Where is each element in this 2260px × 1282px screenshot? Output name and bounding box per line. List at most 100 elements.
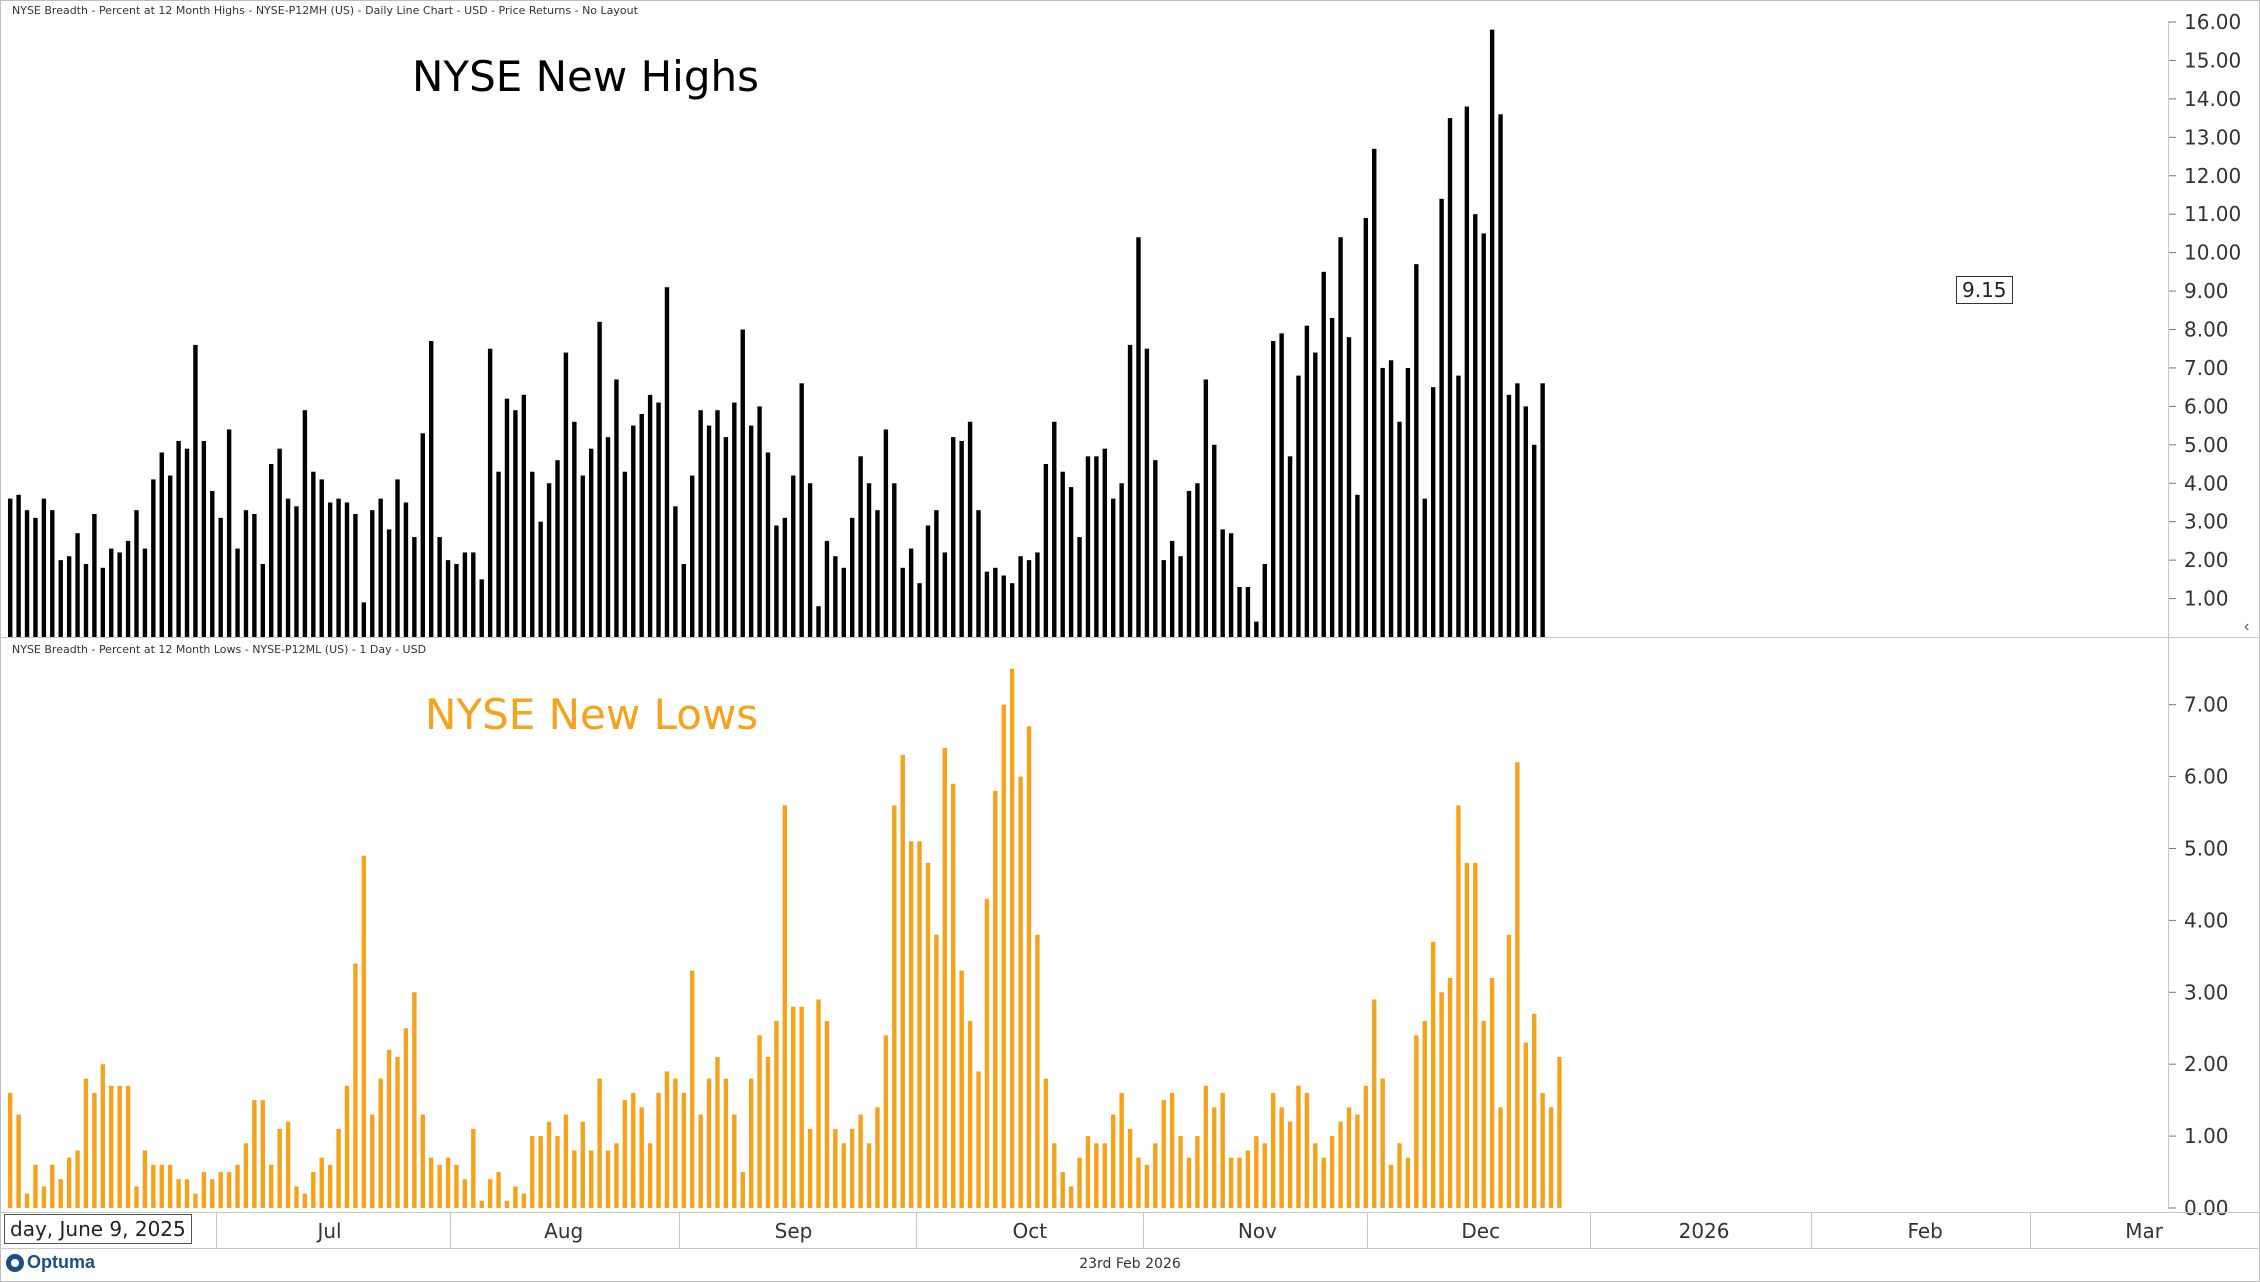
- lows-y-tick-label: 0.00: [2184, 1196, 2229, 1220]
- lows-bar: [807, 1128, 813, 1208]
- lows-bar: [319, 1157, 324, 1208]
- highs-bar: [942, 552, 948, 637]
- lows-bar: [614, 1143, 619, 1208]
- lows-bar: [1111, 1114, 1116, 1208]
- lows-bar: [210, 1179, 215, 1208]
- lows-bar: [1405, 1157, 1411, 1208]
- lows-bar: [1195, 1136, 1200, 1208]
- highs-bar: [858, 456, 863, 637]
- highs-y-tick-label: 1.00: [2184, 587, 2229, 611]
- start-date-box[interactable]: day, June 9, 2025: [4, 1214, 192, 1244]
- lows-bar: [235, 1164, 240, 1208]
- date-separator: [1590, 1212, 1592, 1248]
- highs-panel-header: NYSE Breadth - Percent at 12 Month Highs…: [12, 4, 638, 17]
- highs-bar: [732, 402, 737, 637]
- lows-bar: [1506, 934, 1512, 1208]
- lows-bar: [900, 755, 905, 1208]
- lows-bar: [16, 1114, 21, 1208]
- lows-bar: [277, 1128, 282, 1208]
- lows-bar: [429, 1157, 434, 1208]
- lows-bar: [799, 1006, 804, 1208]
- date-separator: [215, 1212, 217, 1248]
- highs-bar: [1161, 560, 1166, 638]
- highs-bar: [1035, 552, 1040, 637]
- lows-bar: [967, 1021, 973, 1208]
- lows-bar: [530, 1136, 535, 1208]
- lows-bar: [782, 805, 788, 1208]
- highs-bar: [1186, 490, 1192, 637]
- lows-bar: [1464, 862, 1470, 1208]
- lows-bar: [1447, 977, 1453, 1208]
- highs-bar: [588, 448, 594, 637]
- lows-bar: [1001, 704, 1006, 1208]
- lows-bar: [816, 999, 821, 1208]
- highs-bar: [142, 548, 148, 637]
- highs-bar: [1447, 118, 1453, 638]
- lows-bar: [673, 1078, 678, 1208]
- highs-bar: [656, 402, 661, 637]
- lows-bar: [1043, 1078, 1049, 1208]
- highs-bar: [723, 437, 729, 638]
- highs-bar: [252, 514, 257, 637]
- lows-bar: [875, 1107, 880, 1208]
- lows-bar: [1338, 1121, 1343, 1208]
- lows-y-tick-label: 4.00: [2184, 908, 2229, 932]
- highs-bar: [1363, 218, 1369, 637]
- lows-bar: [159, 1164, 164, 1208]
- y-axes[interactable]: 1.00 2.00 3.00 4.00 5.00 6.00 7.00 8.00 9.00 10.0…: [2168, 10, 2241, 1220]
- lows-chart-title: NYSE New Lows: [425, 690, 759, 739]
- highs-bar: [16, 494, 21, 637]
- highs-bar: [1228, 533, 1234, 637]
- highs-bar: [782, 517, 788, 637]
- highs-bar: [1372, 148, 1377, 637]
- lows-bar: [1026, 726, 1032, 1208]
- lows-bar: [1052, 1143, 1057, 1208]
- date-label: Sep: [774, 1219, 813, 1243]
- highs-bar: [1329, 317, 1335, 637]
- highs-bar: [1304, 325, 1310, 637]
- highs-bar: [1489, 29, 1495, 637]
- highs-bar: [883, 429, 889, 637]
- lows-bar: [824, 1021, 830, 1208]
- highs-bar: [580, 475, 585, 637]
- lows-bar: [732, 1114, 737, 1208]
- chevron-left-icon[interactable]: ‹: [2244, 618, 2250, 635]
- lows-bar: [1515, 762, 1520, 1208]
- highs-bar: [690, 475, 695, 637]
- lows-bar: [1498, 1107, 1503, 1208]
- highs-bar: [892, 483, 897, 637]
- lows-bar: [1212, 1107, 1217, 1208]
- lows-bar: [774, 1021, 779, 1208]
- highs-bar: [1506, 394, 1512, 637]
- highs-bar: [807, 483, 813, 637]
- highs-bar: [462, 552, 468, 637]
- highs-bar: [1540, 383, 1545, 637]
- highs-bars: [8, 29, 1545, 638]
- highs-bar: [1068, 487, 1074, 637]
- lows-bar: [723, 1078, 729, 1208]
- lows-bar: [791, 1006, 796, 1208]
- highs-bar: [1085, 456, 1091, 637]
- lows-bar: [690, 970, 695, 1208]
- highs-bar: [210, 490, 215, 637]
- highs-bar: [1414, 264, 1419, 637]
- lows-bar: [1237, 1157, 1242, 1208]
- highs-bar: [1430, 387, 1436, 637]
- lows-bar: [866, 1143, 872, 1208]
- lows-bar: [353, 963, 358, 1208]
- date-label: Oct: [1012, 1219, 1048, 1243]
- lows-y-tick-label: 1.00: [2184, 1124, 2229, 1148]
- highs-bar: [1043, 464, 1049, 637]
- highs-bar: [639, 414, 644, 637]
- lows-bar: [260, 1100, 265, 1208]
- highs-bar: [243, 510, 249, 637]
- lows-bar: [1127, 1128, 1133, 1208]
- highs-bar: [471, 552, 476, 637]
- highs-bar: [934, 510, 939, 637]
- lows-bar: [664, 1071, 670, 1208]
- lows-bar: [100, 1064, 106, 1208]
- lows-bar: [1085, 1136, 1091, 1208]
- lows-bar: [201, 1172, 207, 1208]
- lows-bar: [908, 841, 914, 1208]
- highs-bar: [33, 517, 38, 637]
